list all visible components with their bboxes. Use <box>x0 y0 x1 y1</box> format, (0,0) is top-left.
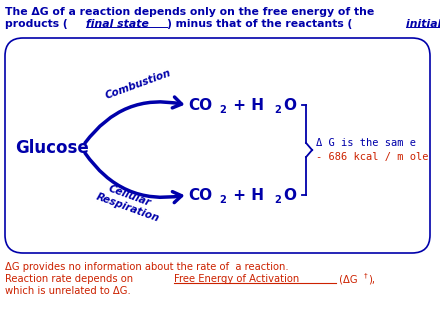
Text: O: O <box>283 187 296 203</box>
FancyBboxPatch shape <box>5 38 430 253</box>
Text: ) minus that of the reactants (: ) minus that of the reactants ( <box>167 19 352 29</box>
Text: 2: 2 <box>275 195 281 205</box>
Text: initial state: initial state <box>406 19 440 29</box>
Text: ΔG provides no information about the rate of  a reaction.: ΔG provides no information about the rat… <box>5 262 289 272</box>
Text: products (: products ( <box>5 19 68 29</box>
Text: The ΔG of a reaction depends only on the free energy of the: The ΔG of a reaction depends only on the… <box>5 7 374 17</box>
Text: 2: 2 <box>219 105 226 115</box>
Text: Glucose: Glucose <box>15 139 89 157</box>
FancyArrowPatch shape <box>85 97 182 143</box>
Text: 2: 2 <box>219 195 226 205</box>
Text: Combustion: Combustion <box>104 67 172 101</box>
Text: Cellular: Cellular <box>107 184 153 208</box>
Text: Δ G is the sam e: Δ G is the sam e <box>316 138 416 148</box>
Text: final state: final state <box>86 19 149 29</box>
Text: 2: 2 <box>275 105 281 115</box>
Text: Free Energy of Activation: Free Energy of Activation <box>174 274 300 284</box>
Text: CO: CO <box>188 97 212 113</box>
Text: + H: + H <box>228 97 264 113</box>
Text: Respiration: Respiration <box>95 192 161 224</box>
Text: Reaction rate depends on: Reaction rate depends on <box>5 274 136 284</box>
FancyArrowPatch shape <box>85 153 182 203</box>
Text: ),: ), <box>369 274 376 284</box>
Text: which is unrelated to ΔG.: which is unrelated to ΔG. <box>5 286 131 296</box>
Text: CO: CO <box>188 187 212 203</box>
Text: †: † <box>364 272 367 278</box>
Text: - 686 kcal / m ole: - 686 kcal / m ole <box>316 152 429 162</box>
Text: (ΔG: (ΔG <box>336 274 358 284</box>
Text: O: O <box>283 97 296 113</box>
Text: + H: + H <box>228 187 264 203</box>
